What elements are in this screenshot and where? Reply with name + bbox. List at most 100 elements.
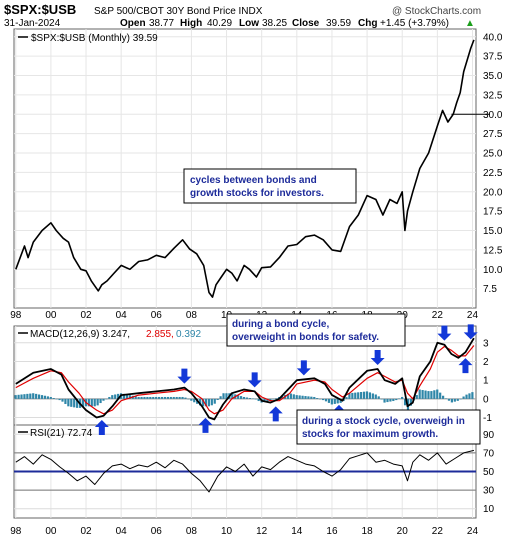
macd-hist-bar bbox=[424, 390, 427, 399]
macd-hist-bar bbox=[190, 398, 193, 401]
macd-hist-bar bbox=[222, 393, 225, 399]
macd-hist-bar bbox=[380, 398, 383, 400]
down-arrow-icon bbox=[463, 324, 478, 340]
x-tick-label-bottom: 20 bbox=[397, 526, 409, 537]
high-label: High bbox=[180, 18, 202, 29]
macd-hist-bar bbox=[81, 398, 85, 408]
macd-hist-bar bbox=[237, 395, 240, 399]
macd-hist-bar bbox=[64, 398, 67, 404]
macd-hist-bar bbox=[433, 390, 436, 399]
macd-hist-bar bbox=[99, 398, 102, 404]
macd-hist-bar bbox=[26, 393, 29, 399]
down-arrow-icon bbox=[177, 368, 192, 384]
chg-up-arrow-icon: ▲ bbox=[465, 18, 475, 29]
y-tick-label: 25.0 bbox=[483, 149, 503, 160]
macd-hist-bar bbox=[52, 398, 55, 399]
macd-signal-legend-label: 2.855, bbox=[146, 329, 174, 340]
macd-hist-bar bbox=[275, 398, 278, 399]
low-value: 38.25 bbox=[262, 18, 287, 29]
macd-hist-bar bbox=[242, 396, 246, 399]
x-tick-label-middle: 00 bbox=[45, 310, 57, 321]
y-tick-label: 12.5 bbox=[483, 245, 503, 256]
macd-hist-bar bbox=[17, 394, 20, 399]
down-arrow-icon bbox=[247, 372, 262, 388]
macd-hist-bar bbox=[178, 396, 181, 399]
macd-hist-bar bbox=[55, 398, 58, 400]
series-lines bbox=[15, 39, 475, 493]
macd-hist-bar bbox=[149, 396, 152, 399]
macd-hist-bar bbox=[272, 398, 275, 400]
macd-hist-bar bbox=[298, 395, 301, 399]
macd-hist-bar bbox=[339, 398, 342, 403]
y-tick-label: -1 bbox=[483, 413, 492, 424]
macd-hist-bar bbox=[286, 393, 290, 399]
macd-hist-legend-label: 0.392 bbox=[176, 329, 201, 340]
y-tick-label: 3 bbox=[483, 338, 489, 349]
down-arrow-icon bbox=[370, 349, 385, 365]
cycle-arrows bbox=[94, 324, 478, 435]
macd-hist-bar bbox=[333, 398, 336, 404]
macd-hist-bar bbox=[70, 398, 73, 407]
down-arrow-icon bbox=[296, 360, 311, 376]
macd-hist-bar bbox=[210, 398, 213, 406]
x-tick-label-bottom: 22 bbox=[432, 526, 444, 537]
macd-hist-bar bbox=[134, 396, 137, 399]
macd-hist-bar bbox=[354, 392, 357, 399]
y-tick-label: 27.5 bbox=[483, 129, 503, 140]
ticker-description: S&P 500/CBOT 30Y Bond Price INDX bbox=[94, 6, 263, 17]
macd-hist-bar bbox=[324, 398, 328, 402]
macd-hist-bar bbox=[415, 394, 418, 399]
macd-hist-bar bbox=[175, 396, 178, 399]
price-panel-frame bbox=[13, 28, 477, 309]
macd-hist-bar bbox=[304, 396, 307, 399]
macd-hist-bar bbox=[213, 398, 216, 404]
macd-hist-bar bbox=[436, 389, 439, 399]
macd-hist-bar bbox=[395, 398, 398, 401]
y-tick-label: 10.0 bbox=[483, 265, 503, 276]
macd-hist-bar bbox=[383, 398, 386, 403]
macd-hist-bar bbox=[43, 395, 47, 399]
macd-hist-bar bbox=[87, 398, 90, 407]
macd-hist-bar bbox=[199, 398, 202, 406]
macd-hist-bar bbox=[321, 398, 325, 401]
macd-hist-bar bbox=[357, 392, 360, 399]
x-tick-label-bottom: 00 bbox=[45, 526, 57, 537]
x-tick-label-middle: 08 bbox=[186, 310, 198, 321]
macd-hist-bar bbox=[280, 395, 284, 399]
x-tick-label-bottom: 98 bbox=[10, 526, 22, 537]
macd-hist-bar bbox=[371, 393, 374, 399]
macd-hist-bar bbox=[105, 398, 108, 400]
close-label: Close bbox=[292, 18, 320, 29]
watermark: @ StockCharts.com bbox=[392, 6, 481, 17]
x-tick-label-middle: 24 bbox=[467, 310, 479, 321]
macd-hist-bar bbox=[447, 398, 451, 401]
open-value: 38.77 bbox=[149, 18, 174, 29]
y-tick-label: 90 bbox=[483, 430, 495, 441]
macd-hist-bar bbox=[295, 395, 298, 399]
macd-hist-bar bbox=[386, 398, 389, 403]
x-tick-label-bottom: 16 bbox=[326, 526, 338, 537]
x-tick-label-bottom: 08 bbox=[186, 526, 198, 537]
y-tick-label: 35.0 bbox=[483, 71, 503, 82]
macd-hist-bar bbox=[254, 398, 257, 400]
quote-date: 31-Jan-2024 bbox=[4, 18, 61, 29]
macd-hist-bar bbox=[49, 396, 52, 399]
macd-hist-bar bbox=[345, 397, 348, 399]
macd-hist-bar bbox=[257, 398, 260, 402]
y-tick-label: 30.0 bbox=[483, 110, 503, 121]
low-label: Low bbox=[239, 18, 259, 29]
macd-hist-bar bbox=[289, 393, 292, 399]
macd-hist-bar bbox=[439, 392, 442, 399]
annotation-bond-box bbox=[226, 313, 406, 347]
macd-hist-bar bbox=[96, 398, 99, 406]
macd-hist-bar bbox=[23, 394, 26, 399]
y-tick-label: 40.0 bbox=[483, 32, 503, 43]
macd-hist-bar bbox=[418, 389, 421, 399]
macd-hist-bar bbox=[231, 393, 234, 399]
chg-value: +1.45 (+3.79%) bbox=[380, 18, 449, 29]
y-tick-label: 20.0 bbox=[483, 187, 503, 198]
macd-hist-bar bbox=[292, 394, 295, 399]
macd-hist-bar bbox=[125, 394, 129, 399]
macd-hist-bar bbox=[67, 398, 70, 407]
